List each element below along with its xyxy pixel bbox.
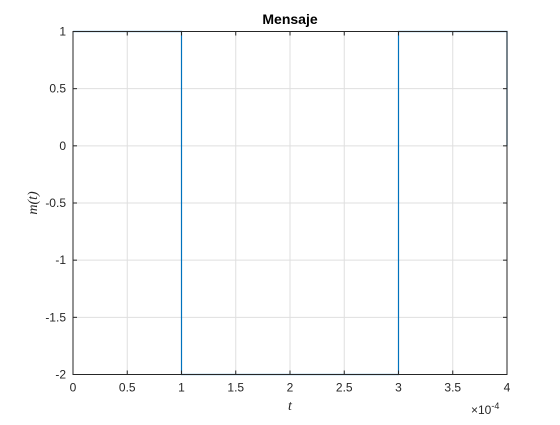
y-tick-label: 0.5	[49, 82, 66, 96]
x-axis-label: t	[288, 399, 293, 414]
x-tick-label: 2	[287, 381, 294, 395]
x-tick-label: 0	[70, 381, 77, 395]
grid-lines	[73, 31, 507, 375]
x-tick-label: 1.5	[227, 381, 244, 395]
x-tick-label: 1	[178, 381, 185, 395]
x-axis-exponent-power: -4	[491, 401, 499, 411]
x-axis-exponent-base: ×10	[471, 403, 492, 417]
y-tick-label: -0.5	[45, 196, 66, 210]
x-tick-label: 3	[395, 381, 402, 395]
y-tick-label: 0	[59, 139, 66, 153]
y-tick-label: -1	[55, 253, 66, 267]
x-tick-label: 4	[504, 381, 511, 395]
axis-ticks: 0 0.5 1 1.5 2 2.5 3 3.5 4 1 0.5 0 -0.5 -1 -1.5 -2	[45, 25, 510, 395]
x-tick-label: 2.5	[336, 381, 353, 395]
chart-title: Mensaje	[262, 11, 317, 27]
y-tick-label: -2	[55, 368, 66, 382]
x-axis-exponent: ×10-4	[471, 401, 499, 417]
y-tick-label: 1	[59, 25, 66, 39]
x-tick-label: 0.5	[119, 381, 136, 395]
y-axis-label: m(t)	[26, 191, 41, 215]
x-tick-label: 3.5	[444, 381, 461, 395]
y-tick-label: -1.5	[45, 310, 66, 324]
